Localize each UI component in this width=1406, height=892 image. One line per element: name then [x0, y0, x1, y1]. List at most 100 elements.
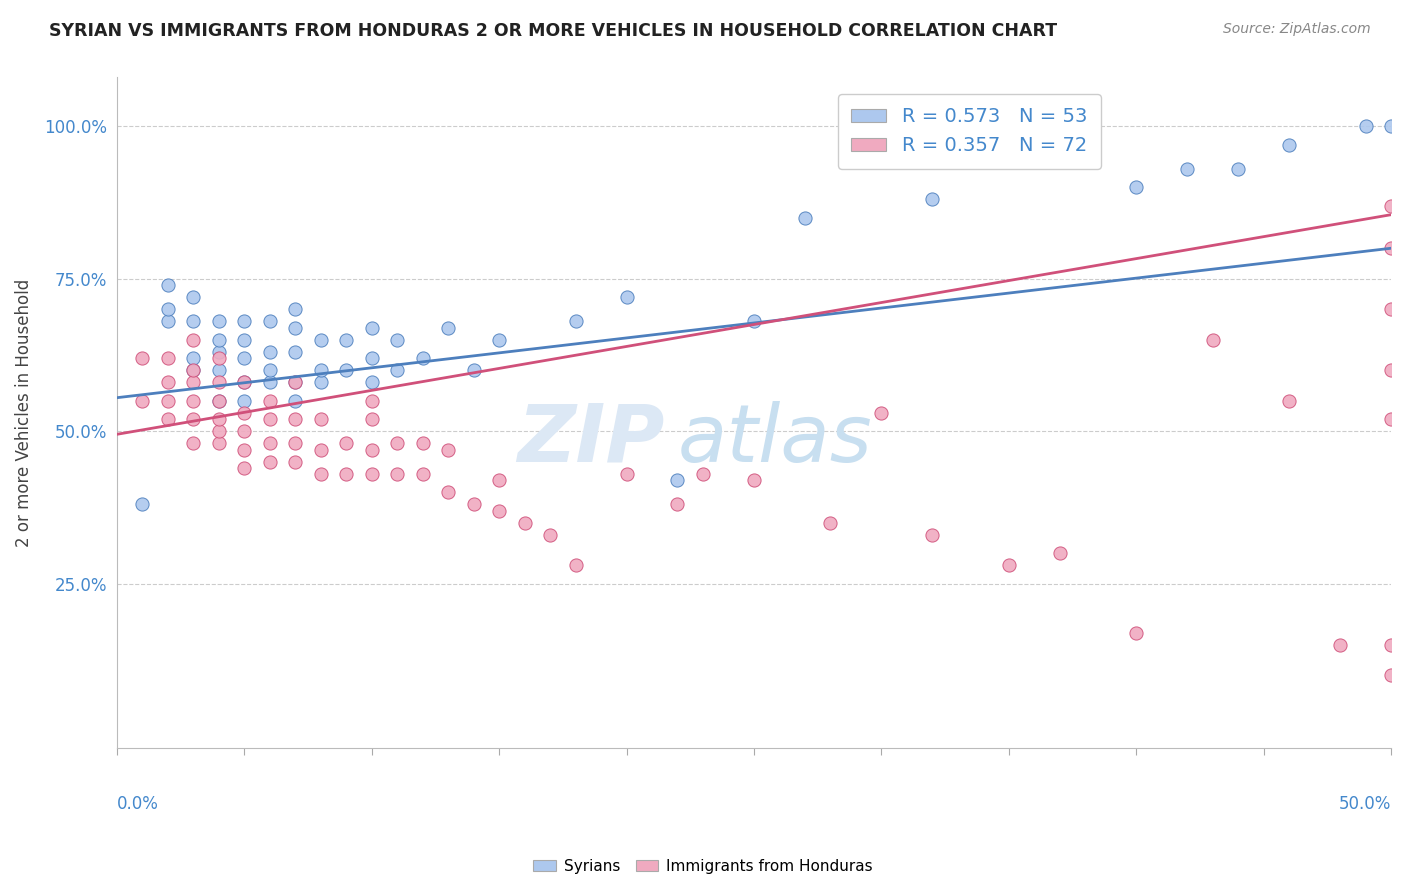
Point: [208, 363, 231, 377]
Point: [1379, 302, 1402, 317]
Point: [233, 461, 256, 475]
Point: [385, 333, 408, 347]
Point: [284, 393, 307, 408]
Point: [360, 412, 382, 426]
Text: SYRIAN VS IMMIGRANTS FROM HONDURAS 2 OR MORE VEHICLES IN HOUSEHOLD CORRELATION C: SYRIAN VS IMMIGRANTS FROM HONDURAS 2 OR …: [49, 22, 1057, 40]
Point: [233, 442, 256, 457]
Point: [181, 363, 204, 377]
Point: [284, 412, 307, 426]
Point: [385, 436, 408, 450]
Point: [284, 376, 307, 390]
Point: [284, 302, 307, 317]
Point: [666, 498, 689, 512]
Point: [309, 376, 332, 390]
Point: [156, 351, 179, 365]
Point: [259, 363, 281, 377]
Point: [463, 363, 485, 377]
Point: [208, 351, 231, 365]
Point: [742, 473, 765, 487]
Point: [156, 314, 179, 328]
Point: [793, 211, 815, 225]
Point: [692, 467, 714, 481]
Point: [385, 467, 408, 481]
Point: [360, 320, 382, 334]
Y-axis label: 2 or more Vehicles in Household: 2 or more Vehicles in Household: [15, 279, 32, 547]
Point: [412, 467, 434, 481]
Point: [666, 473, 689, 487]
Point: [921, 528, 943, 542]
Point: [208, 424, 231, 438]
Point: [309, 333, 332, 347]
Point: [181, 363, 204, 377]
Point: [259, 376, 281, 390]
Point: [360, 376, 382, 390]
Point: [181, 290, 204, 304]
Point: [181, 393, 204, 408]
Text: 50.0%: 50.0%: [1339, 796, 1391, 814]
Point: [181, 412, 204, 426]
Point: [208, 333, 231, 347]
Point: [156, 277, 179, 292]
Point: [156, 393, 179, 408]
Point: [997, 558, 1019, 573]
Text: Source: ZipAtlas.com: Source: ZipAtlas.com: [1223, 22, 1371, 37]
Point: [208, 376, 231, 390]
Point: [259, 345, 281, 359]
Point: [412, 351, 434, 365]
Point: [208, 393, 231, 408]
Point: [309, 467, 332, 481]
Point: [335, 436, 357, 450]
Point: [513, 516, 536, 530]
Point: [208, 314, 231, 328]
Point: [233, 376, 256, 390]
Text: atlas: atlas: [678, 401, 872, 479]
Point: [284, 436, 307, 450]
Point: [309, 363, 332, 377]
Point: [820, 516, 842, 530]
Text: 0.0%: 0.0%: [117, 796, 159, 814]
Point: [181, 314, 204, 328]
Point: [1201, 333, 1223, 347]
Point: [284, 345, 307, 359]
Point: [538, 528, 561, 542]
Point: [1278, 137, 1301, 152]
Point: [1379, 241, 1402, 255]
Point: [156, 412, 179, 426]
Point: [131, 351, 153, 365]
Point: [1175, 161, 1198, 176]
Point: [259, 412, 281, 426]
Point: [131, 498, 153, 512]
Point: [309, 442, 332, 457]
Point: [181, 436, 204, 450]
Legend: R = 0.573   N = 53, R = 0.357   N = 72: R = 0.573 N = 53, R = 0.357 N = 72: [838, 94, 1101, 169]
Point: [360, 442, 382, 457]
Point: [1379, 412, 1402, 426]
Point: [488, 503, 510, 517]
Point: [208, 436, 231, 450]
Point: [208, 393, 231, 408]
Point: [564, 558, 586, 573]
Point: [233, 393, 256, 408]
Point: [181, 351, 204, 365]
Point: [360, 467, 382, 481]
Point: [259, 393, 281, 408]
Point: [616, 467, 638, 481]
Point: [233, 424, 256, 438]
Point: [1049, 546, 1071, 560]
Point: [284, 376, 307, 390]
Point: [1227, 161, 1250, 176]
Point: [564, 314, 586, 328]
Point: [385, 363, 408, 377]
Point: [742, 314, 765, 328]
Point: [1379, 198, 1402, 212]
Point: [1354, 120, 1376, 134]
Point: [488, 333, 510, 347]
Point: [156, 376, 179, 390]
Point: [208, 345, 231, 359]
Point: [1379, 363, 1402, 377]
Point: [1379, 668, 1402, 682]
Point: [259, 455, 281, 469]
Point: [233, 314, 256, 328]
Point: [284, 320, 307, 334]
Point: [360, 393, 382, 408]
